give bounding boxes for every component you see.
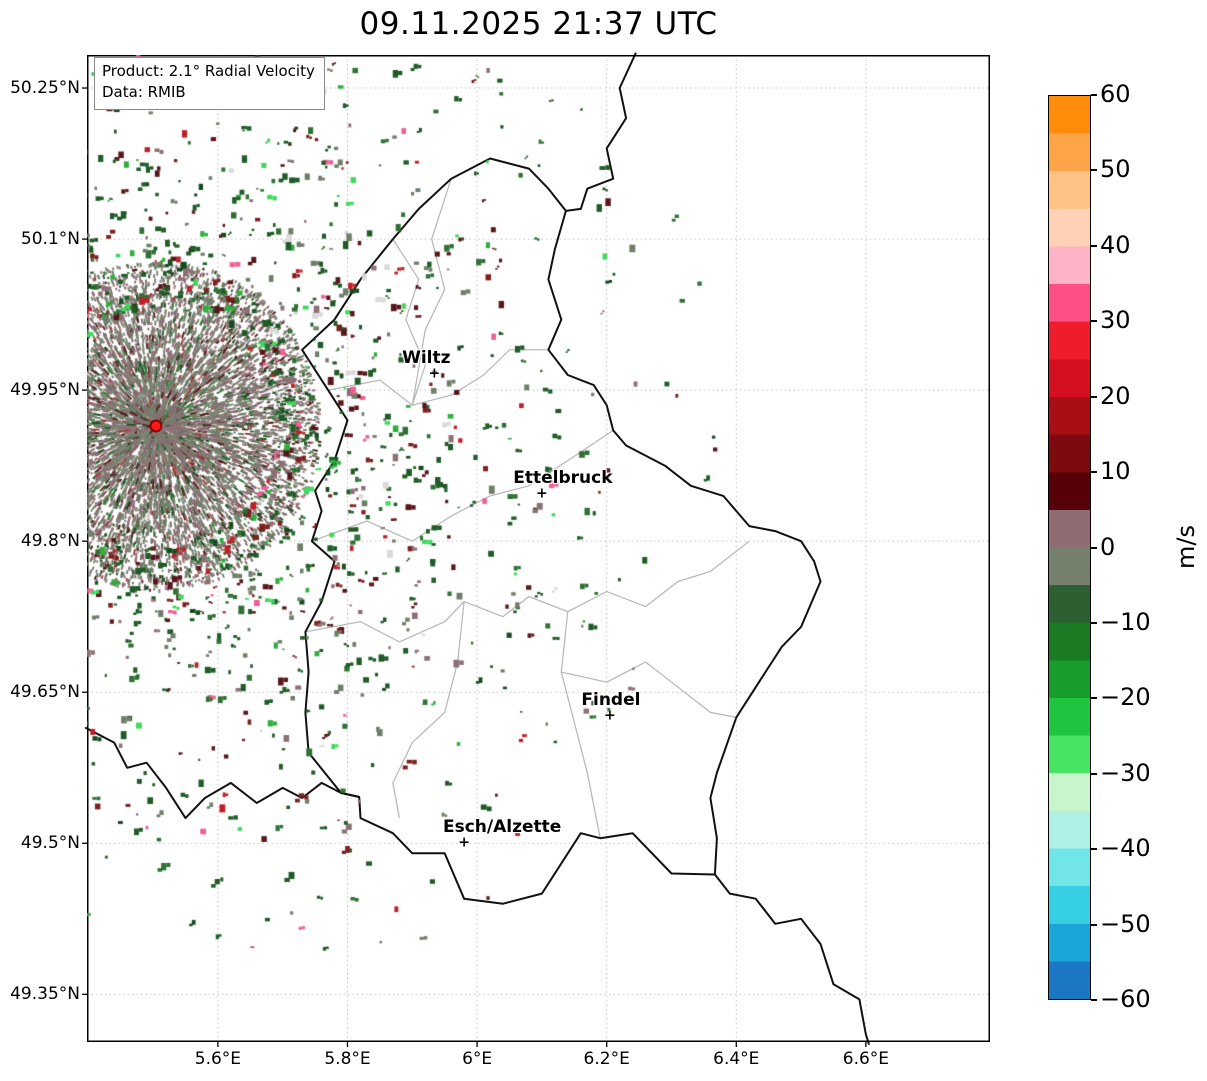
city-label-findel: Findel bbox=[581, 690, 641, 711]
city-marker-wiltz: + bbox=[428, 365, 441, 382]
x-tick-label: 5.8°E bbox=[324, 1049, 371, 1069]
colorbar-tick-mark bbox=[1091, 471, 1097, 474]
colorbar bbox=[1048, 95, 1091, 1000]
colorbar-tick-mark bbox=[1091, 94, 1097, 96]
colorbar-tick-mark bbox=[1091, 697, 1097, 700]
radar-site-marker bbox=[149, 419, 163, 433]
x-tick-label: 6°E bbox=[462, 1049, 493, 1069]
figure-title: 09.11.2025 21:37 UTC bbox=[359, 6, 718, 42]
colorbar-tick-label: −10 bbox=[1100, 607, 1151, 636]
y-tick-label: 49.95°N bbox=[10, 380, 80, 401]
colorbar-tick-label: −40 bbox=[1100, 834, 1151, 863]
city-marker-esch-alzette: + bbox=[458, 834, 470, 851]
colorbar-tick-mark bbox=[1091, 546, 1097, 549]
colorbar-tick-label: −50 bbox=[1100, 909, 1151, 938]
y-tick-label: 49.35°N bbox=[10, 984, 80, 1005]
colorbar-tick-mark bbox=[1091, 169, 1097, 172]
x-tick-label: 6.6°E bbox=[842, 1049, 890, 1069]
colorbar-unit-label: m/s bbox=[1172, 525, 1200, 569]
city-marker-findel: + bbox=[604, 707, 616, 724]
y-tick-label: 50.1°N bbox=[20, 229, 80, 250]
colorbar-gradient bbox=[1049, 96, 1090, 999]
product-info-box: Product: 2.1° Radial Velocity Data: RMIB bbox=[94, 57, 325, 110]
radar-velocity-field bbox=[87, 55, 990, 1042]
colorbar-tick-label: −20 bbox=[1100, 683, 1151, 712]
y-tick-label: 49.65°N bbox=[10, 682, 80, 703]
colorbar-tick-mark bbox=[1091, 320, 1097, 323]
colorbar-tick-label: 50 bbox=[1100, 155, 1131, 184]
x-tick-label: 6.4°E bbox=[713, 1049, 760, 1069]
colorbar-tick-mark bbox=[1091, 848, 1097, 851]
colorbar-tick-label: 40 bbox=[1100, 230, 1131, 259]
x-tick-label: 5.6°E bbox=[194, 1049, 242, 1069]
colorbar-tick-label: 60 bbox=[1100, 80, 1131, 108]
colorbar-tick-label: 20 bbox=[1100, 381, 1131, 410]
colorbar-tick-label: −60 bbox=[1100, 985, 1151, 1013]
colorbar-tick-label: 10 bbox=[1100, 457, 1131, 486]
colorbar-tick-mark bbox=[1091, 923, 1097, 926]
colorbar-tick-mark bbox=[1091, 395, 1097, 398]
y-tick-label: 49.8°N bbox=[20, 531, 80, 552]
city-label-wiltz: Wiltz bbox=[402, 348, 451, 369]
city-marker-ettelbruck: + bbox=[536, 485, 548, 502]
colorbar-tick-mark bbox=[1091, 999, 1097, 1001]
colorbar-tick-label: 0 bbox=[1100, 532, 1116, 561]
colorbar-tick-label: −30 bbox=[1100, 758, 1151, 787]
y-tick-label: 49.5°N bbox=[20, 833, 80, 854]
colorbar-tick-mark bbox=[1091, 244, 1097, 247]
data-source-line: Data: RMIB bbox=[102, 83, 186, 102]
product-info-line: Product: 2.1° Radial Velocity bbox=[102, 62, 315, 80]
colorbar-tick-mark bbox=[1091, 772, 1097, 775]
city-label-ettelbruck: Ettelbruck bbox=[513, 467, 613, 488]
y-tick-label: 50.25°N bbox=[10, 78, 80, 99]
x-tick-label: 6.2°E bbox=[583, 1049, 630, 1069]
colorbar-tick-label: 30 bbox=[1100, 306, 1131, 335]
colorbar-tick-mark bbox=[1091, 621, 1097, 624]
map-plot-area: Product: 2.1° Radial Velocity Data: RMIB… bbox=[82, 52, 990, 1047]
city-label-esch-alzette: Esch/Alzette bbox=[442, 817, 562, 838]
